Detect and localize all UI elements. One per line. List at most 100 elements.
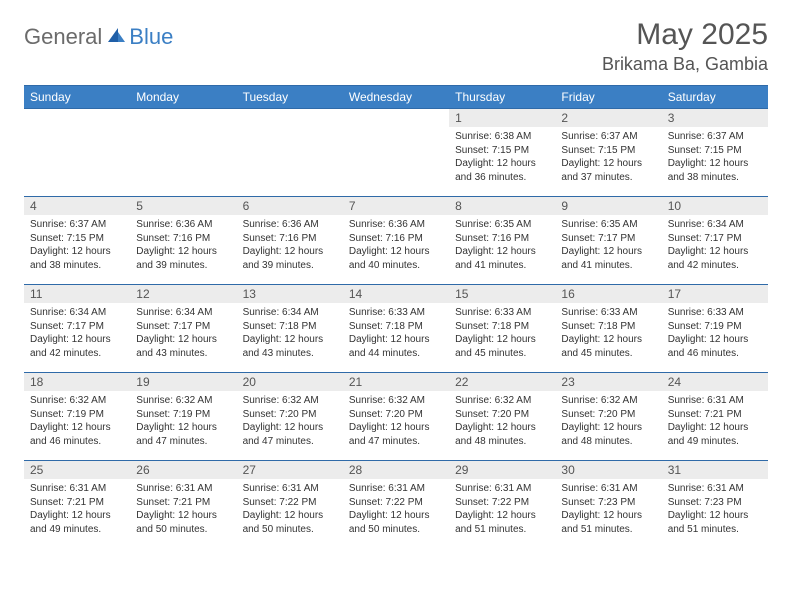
sunset-text: Sunset: 7:19 PM <box>136 408 230 422</box>
sunrise-text: Sunrise: 6:32 AM <box>30 394 124 408</box>
sunset-text: Sunset: 7:19 PM <box>30 408 124 422</box>
calendar-week-row: 18Sunrise: 6:32 AMSunset: 7:19 PMDayligh… <box>24 373 768 461</box>
day-details: Sunrise: 6:32 AMSunset: 7:20 PMDaylight:… <box>449 391 555 452</box>
day-details: Sunrise: 6:36 AMSunset: 7:16 PMDaylight:… <box>130 215 236 276</box>
calendar-cell: 28Sunrise: 6:31 AMSunset: 7:22 PMDayligh… <box>343 461 449 549</box>
sunrise-text: Sunrise: 6:37 AM <box>668 130 762 144</box>
daylight-text: Daylight: 12 hours and 38 minutes. <box>30 245 124 272</box>
sunrise-text: Sunrise: 6:31 AM <box>136 482 230 496</box>
sunset-text: Sunset: 7:15 PM <box>668 144 762 158</box>
calendar-week-row: 1Sunrise: 6:38 AMSunset: 7:15 PMDaylight… <box>24 109 768 197</box>
calendar-table: Sunday Monday Tuesday Wednesday Thursday… <box>24 85 768 549</box>
sunrise-text: Sunrise: 6:34 AM <box>30 306 124 320</box>
calendar-cell: 26Sunrise: 6:31 AMSunset: 7:21 PMDayligh… <box>130 461 236 549</box>
calendar-cell: 5Sunrise: 6:36 AMSunset: 7:16 PMDaylight… <box>130 197 236 285</box>
daylight-text: Daylight: 12 hours and 51 minutes. <box>561 509 655 536</box>
day-number: 9 <box>555 197 661 215</box>
day-details: Sunrise: 6:34 AMSunset: 7:17 PMDaylight:… <box>130 303 236 364</box>
daylight-text: Daylight: 12 hours and 42 minutes. <box>668 245 762 272</box>
calendar-cell: 7Sunrise: 6:36 AMSunset: 7:16 PMDaylight… <box>343 197 449 285</box>
sunset-text: Sunset: 7:22 PM <box>243 496 337 510</box>
day-details: Sunrise: 6:36 AMSunset: 7:16 PMDaylight:… <box>237 215 343 276</box>
day-number: 16 <box>555 285 661 303</box>
calendar-cell: 29Sunrise: 6:31 AMSunset: 7:22 PMDayligh… <box>449 461 555 549</box>
day-details: Sunrise: 6:31 AMSunset: 7:22 PMDaylight:… <box>237 479 343 540</box>
calendar-page: General Blue May 2025 Brikama Ba, Gambia… <box>0 0 792 567</box>
calendar-cell: 12Sunrise: 6:34 AMSunset: 7:17 PMDayligh… <box>130 285 236 373</box>
day-number: 12 <box>130 285 236 303</box>
sunrise-text: Sunrise: 6:36 AM <box>136 218 230 232</box>
calendar-cell: 15Sunrise: 6:33 AMSunset: 7:18 PMDayligh… <box>449 285 555 373</box>
sunrise-text: Sunrise: 6:33 AM <box>455 306 549 320</box>
sunset-text: Sunset: 7:17 PM <box>30 320 124 334</box>
day-number: 25 <box>24 461 130 479</box>
calendar-cell: 27Sunrise: 6:31 AMSunset: 7:22 PMDayligh… <box>237 461 343 549</box>
day-details: Sunrise: 6:31 AMSunset: 7:22 PMDaylight:… <box>343 479 449 540</box>
daylight-text: Daylight: 12 hours and 38 minutes. <box>668 157 762 184</box>
weekday-header: Thursday <box>449 86 555 109</box>
day-number: 31 <box>662 461 768 479</box>
day-details: Sunrise: 6:34 AMSunset: 7:18 PMDaylight:… <box>237 303 343 364</box>
calendar-week-row: 11Sunrise: 6:34 AMSunset: 7:17 PMDayligh… <box>24 285 768 373</box>
daylight-text: Daylight: 12 hours and 41 minutes. <box>455 245 549 272</box>
calendar-cell: 22Sunrise: 6:32 AMSunset: 7:20 PMDayligh… <box>449 373 555 461</box>
daylight-text: Daylight: 12 hours and 49 minutes. <box>668 421 762 448</box>
sunrise-text: Sunrise: 6:32 AM <box>561 394 655 408</box>
calendar-cell: 30Sunrise: 6:31 AMSunset: 7:23 PMDayligh… <box>555 461 661 549</box>
day-number: 19 <box>130 373 236 391</box>
calendar-cell: 4Sunrise: 6:37 AMSunset: 7:15 PMDaylight… <box>24 197 130 285</box>
daylight-text: Daylight: 12 hours and 39 minutes. <box>136 245 230 272</box>
weekday-header: Sunday <box>24 86 130 109</box>
day-number: 27 <box>237 461 343 479</box>
day-number: 3 <box>662 109 768 127</box>
daylight-text: Daylight: 12 hours and 46 minutes. <box>668 333 762 360</box>
sunset-text: Sunset: 7:21 PM <box>668 408 762 422</box>
brand-logo: General Blue <box>24 24 173 50</box>
calendar-cell: 14Sunrise: 6:33 AMSunset: 7:18 PMDayligh… <box>343 285 449 373</box>
day-number <box>237 109 343 113</box>
day-details: Sunrise: 6:37 AMSunset: 7:15 PMDaylight:… <box>555 127 661 188</box>
sunrise-text: Sunrise: 6:32 AM <box>136 394 230 408</box>
day-number: 11 <box>24 285 130 303</box>
daylight-text: Daylight: 12 hours and 40 minutes. <box>349 245 443 272</box>
day-details: Sunrise: 6:32 AMSunset: 7:19 PMDaylight:… <box>24 391 130 452</box>
daylight-text: Daylight: 12 hours and 43 minutes. <box>243 333 337 360</box>
calendar-cell: 31Sunrise: 6:31 AMSunset: 7:23 PMDayligh… <box>662 461 768 549</box>
sunset-text: Sunset: 7:15 PM <box>30 232 124 246</box>
sunrise-text: Sunrise: 6:34 AM <box>668 218 762 232</box>
day-details: Sunrise: 6:31 AMSunset: 7:23 PMDaylight:… <box>555 479 661 540</box>
day-details: Sunrise: 6:34 AMSunset: 7:17 PMDaylight:… <box>662 215 768 276</box>
day-number: 21 <box>343 373 449 391</box>
sunrise-text: Sunrise: 6:31 AM <box>30 482 124 496</box>
daylight-text: Daylight: 12 hours and 47 minutes. <box>136 421 230 448</box>
daylight-text: Daylight: 12 hours and 44 minutes. <box>349 333 443 360</box>
sunset-text: Sunset: 7:22 PM <box>455 496 549 510</box>
day-number: 17 <box>662 285 768 303</box>
weekday-header: Monday <box>130 86 236 109</box>
calendar-cell: 18Sunrise: 6:32 AMSunset: 7:19 PMDayligh… <box>24 373 130 461</box>
day-details: Sunrise: 6:34 AMSunset: 7:17 PMDaylight:… <box>24 303 130 364</box>
day-number: 30 <box>555 461 661 479</box>
day-details: Sunrise: 6:32 AMSunset: 7:19 PMDaylight:… <box>130 391 236 452</box>
sunrise-text: Sunrise: 6:34 AM <box>136 306 230 320</box>
sunset-text: Sunset: 7:17 PM <box>136 320 230 334</box>
sunrise-text: Sunrise: 6:31 AM <box>243 482 337 496</box>
daylight-text: Daylight: 12 hours and 41 minutes. <box>561 245 655 272</box>
calendar-cell <box>237 109 343 197</box>
calendar-week-row: 4Sunrise: 6:37 AMSunset: 7:15 PMDaylight… <box>24 197 768 285</box>
sunset-text: Sunset: 7:20 PM <box>243 408 337 422</box>
calendar-cell: 8Sunrise: 6:35 AMSunset: 7:16 PMDaylight… <box>449 197 555 285</box>
sail-icon <box>106 26 126 49</box>
sunset-text: Sunset: 7:20 PM <box>455 408 549 422</box>
day-details: Sunrise: 6:35 AMSunset: 7:17 PMDaylight:… <box>555 215 661 276</box>
daylight-text: Daylight: 12 hours and 45 minutes. <box>561 333 655 360</box>
daylight-text: Daylight: 12 hours and 36 minutes. <box>455 157 549 184</box>
daylight-text: Daylight: 12 hours and 47 minutes. <box>243 421 337 448</box>
sunrise-text: Sunrise: 6:35 AM <box>561 218 655 232</box>
day-number <box>24 109 130 113</box>
calendar-cell <box>24 109 130 197</box>
daylight-text: Daylight: 12 hours and 50 minutes. <box>243 509 337 536</box>
sunset-text: Sunset: 7:23 PM <box>668 496 762 510</box>
sunrise-text: Sunrise: 6:37 AM <box>561 130 655 144</box>
sunset-text: Sunset: 7:16 PM <box>243 232 337 246</box>
